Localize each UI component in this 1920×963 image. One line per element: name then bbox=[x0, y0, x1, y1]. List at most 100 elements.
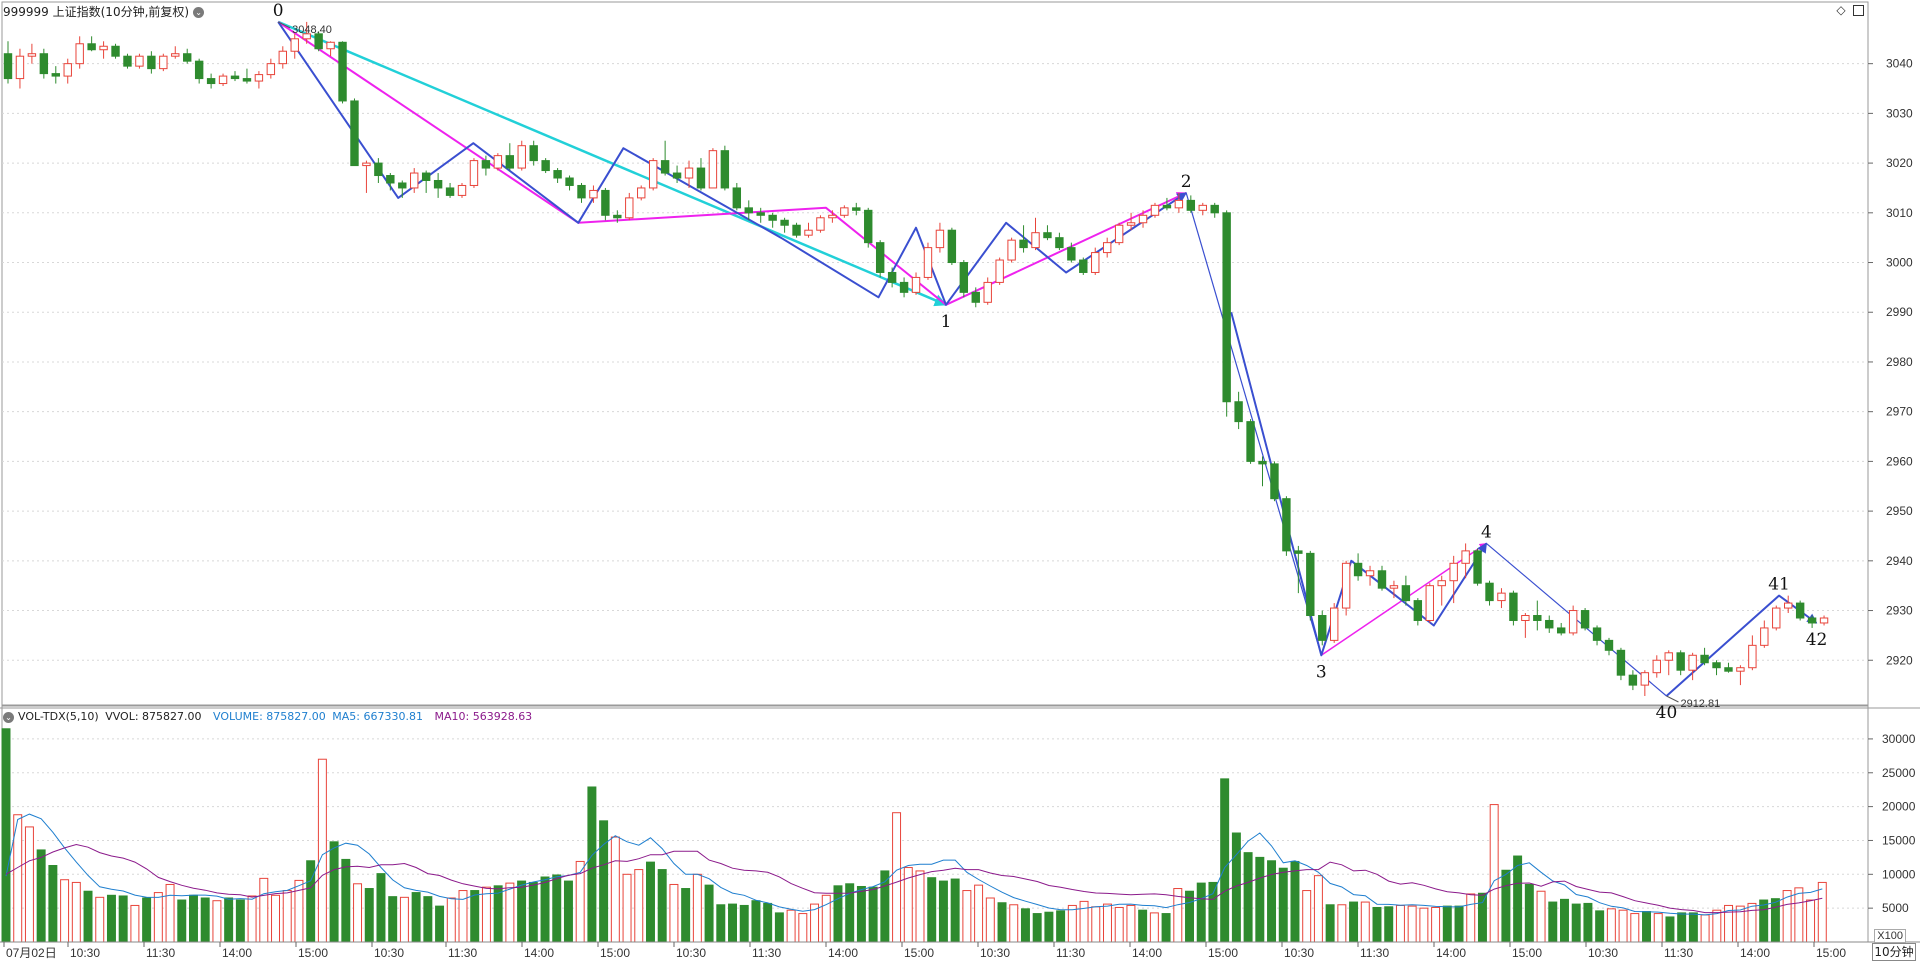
candle-down bbox=[947, 229, 957, 264]
time-tick-label: 11:30 bbox=[1056, 946, 1085, 960]
main-panel-frame bbox=[1, 1, 1869, 706]
candle-down bbox=[1043, 232, 1052, 239]
candle-up bbox=[1031, 232, 1040, 249]
candle-up bbox=[326, 41, 335, 50]
candle-up bbox=[1819, 617, 1829, 624]
candle-up bbox=[1425, 585, 1434, 621]
time-tick-label: 15:00 bbox=[1208, 946, 1238, 960]
candle-up bbox=[1150, 204, 1160, 216]
candle-up bbox=[1437, 580, 1446, 587]
volume-bar-up bbox=[1407, 905, 1417, 943]
time-tick-label: 10:30 bbox=[374, 946, 404, 960]
candle-up bbox=[302, 33, 311, 40]
candle-up bbox=[1365, 570, 1375, 577]
candle-down bbox=[660, 160, 670, 174]
volume-bar-up bbox=[1395, 904, 1405, 943]
volume-bar-up bbox=[130, 904, 140, 943]
volume-bar-down bbox=[728, 903, 737, 943]
candle-up bbox=[828, 214, 837, 219]
time-tick-label: 15:00 bbox=[600, 946, 630, 960]
candle-down bbox=[1270, 463, 1279, 500]
price-tick-label: 2950 bbox=[1886, 504, 1913, 518]
volume-indicator-name: VOL-TDX(5,10) bbox=[18, 710, 99, 723]
wave-label: 4 bbox=[1481, 522, 1492, 542]
volume-bar-down bbox=[1185, 890, 1194, 943]
time-tick-label: 10:30 bbox=[1284, 946, 1314, 960]
volume-bar-down bbox=[83, 890, 93, 943]
candle-up bbox=[290, 38, 299, 52]
volume-bar-down bbox=[646, 861, 655, 943]
volume-bar-up bbox=[1313, 875, 1323, 943]
candle-down bbox=[374, 162, 383, 177]
candle-up bbox=[816, 217, 825, 231]
volume-bar-down bbox=[774, 912, 784, 943]
ma5-value: MA5: 667330.81 bbox=[332, 710, 423, 723]
volume-bar-down bbox=[1548, 901, 1558, 943]
time-tick-label: 15:00 bbox=[298, 946, 328, 960]
period-selector[interactable]: 10分钟 bbox=[1872, 943, 1916, 961]
candle-up bbox=[995, 259, 1004, 283]
candle-down bbox=[565, 177, 574, 186]
volume-bar-down bbox=[177, 899, 187, 943]
volume-bar-up bbox=[1360, 901, 1370, 943]
axis-layer: 2920 2930 2940 2950 2960 2970 2980 2990 3000 3010… bbox=[0, 57, 1920, 960]
volume-bar-down bbox=[189, 894, 198, 943]
candle-up bbox=[1497, 592, 1506, 602]
volume-bar-down bbox=[36, 849, 46, 943]
diamond-icon[interactable]: ◇ bbox=[1836, 3, 1846, 17]
candle-up bbox=[983, 281, 992, 303]
candle-up bbox=[254, 74, 264, 82]
candle-up bbox=[218, 75, 228, 85]
volume-bar-up bbox=[1606, 908, 1616, 943]
volume-bar-down bbox=[751, 900, 761, 943]
candle-down bbox=[350, 100, 359, 167]
volume-bar-down bbox=[493, 885, 503, 943]
volume-bar-down bbox=[599, 820, 609, 943]
volume-tick-label: 20000 bbox=[1882, 800, 1916, 814]
volume-bar-up bbox=[1079, 900, 1089, 943]
panel-toggle-icon[interactable] bbox=[1853, 5, 1864, 17]
volume-bar-up bbox=[1302, 890, 1312, 943]
volume-bar-up bbox=[974, 884, 984, 943]
time-tick-label: 11:30 bbox=[448, 946, 477, 960]
volume-bar-down bbox=[364, 888, 374, 943]
volume-bar-down bbox=[997, 902, 1007, 943]
candle-down bbox=[1079, 259, 1088, 273]
volume-bars-layer bbox=[1, 728, 1827, 943]
volume-bar-down bbox=[868, 886, 878, 943]
volume-bar-up bbox=[1126, 904, 1136, 943]
volume-bar-up bbox=[669, 883, 679, 943]
annotation-pointer bbox=[277, 21, 291, 29]
candle-down bbox=[875, 242, 885, 273]
candle-down bbox=[553, 170, 562, 179]
volume-bar-up bbox=[353, 883, 363, 943]
candle-down bbox=[541, 160, 550, 172]
volume-bar-down bbox=[142, 897, 152, 943]
volume-bar-down bbox=[1560, 898, 1569, 943]
volume-bar-up bbox=[153, 892, 163, 943]
candle-down bbox=[39, 53, 49, 75]
time-tick-label: 14:00 bbox=[1436, 946, 1466, 960]
volume-bar-up bbox=[1091, 906, 1101, 943]
volume-bar-down bbox=[681, 888, 691, 943]
candle-up bbox=[708, 150, 718, 189]
volume-bar-down bbox=[950, 878, 960, 943]
wave-label: 40 bbox=[1656, 703, 1678, 723]
volume-bar-up bbox=[1419, 907, 1429, 943]
candle-up bbox=[1784, 602, 1793, 609]
volume-bar-up bbox=[1431, 906, 1441, 943]
candle-down bbox=[1294, 550, 1303, 554]
volume-bar-down bbox=[657, 869, 667, 943]
chevron-down-icon[interactable]: ⌄ bbox=[193, 7, 205, 18]
chevron-down-icon[interactable]: ⌄ bbox=[3, 711, 14, 723]
candle-up bbox=[1091, 252, 1100, 273]
volume-bar-up bbox=[1114, 906, 1124, 943]
volume-bar-up bbox=[1009, 904, 1019, 943]
volume-bar-down bbox=[1020, 908, 1030, 943]
volume-tick-label: 30000 bbox=[1882, 732, 1916, 746]
volume-bar-down bbox=[1677, 912, 1687, 943]
volume-bar-up bbox=[259, 877, 269, 943]
candle-down bbox=[1222, 212, 1231, 403]
volume-bar-up bbox=[915, 870, 925, 943]
volume-bar-down bbox=[200, 897, 210, 943]
